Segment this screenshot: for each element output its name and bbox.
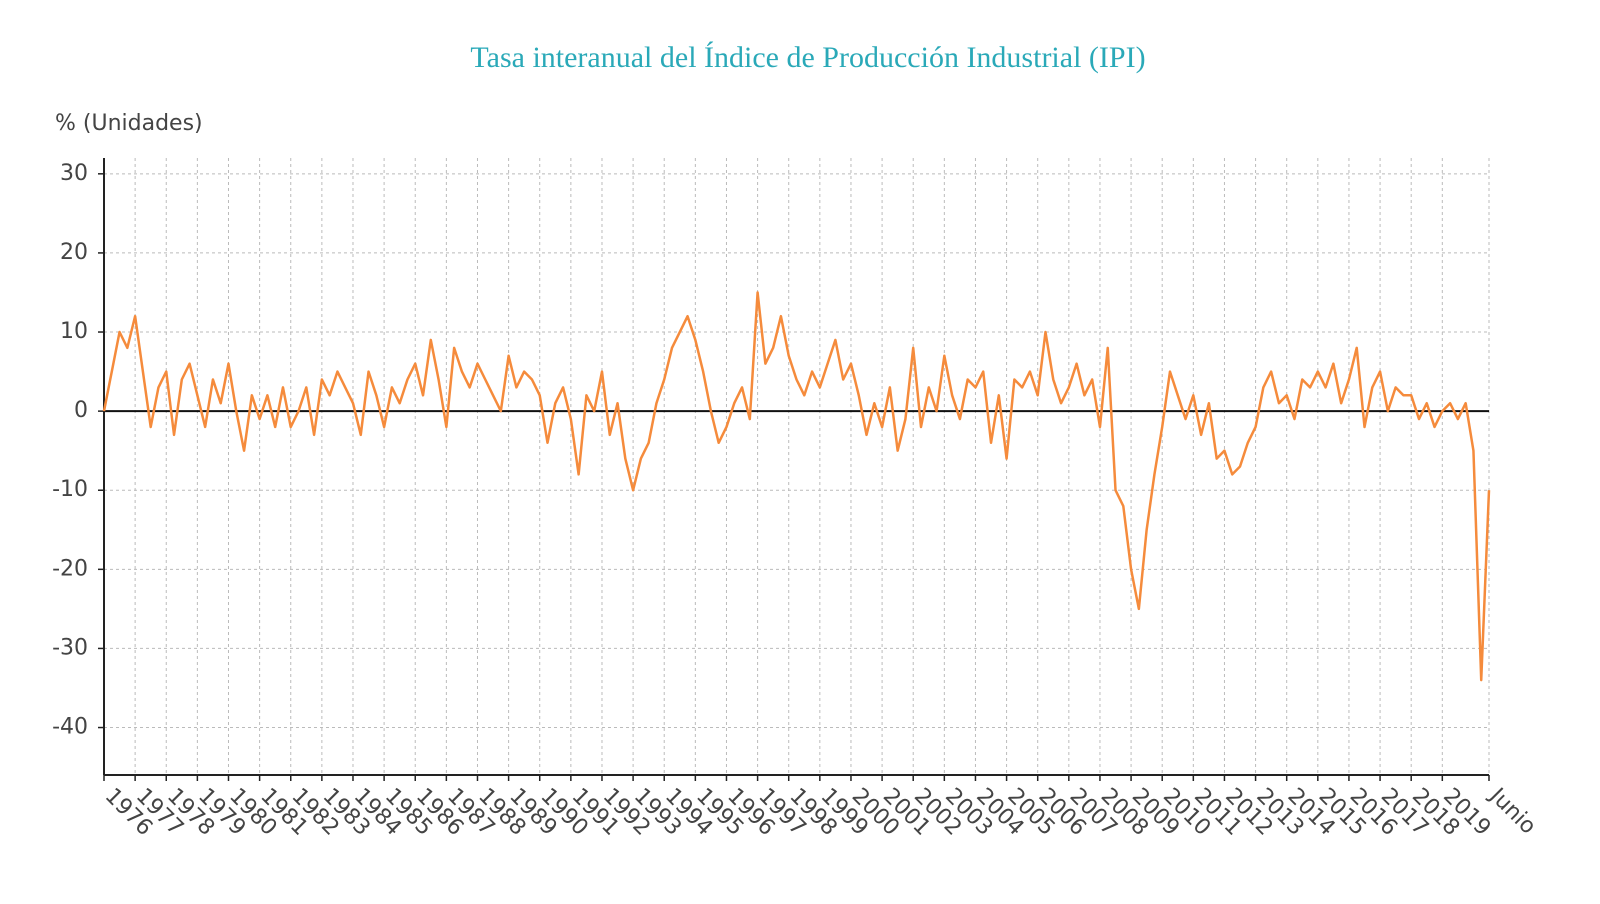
y-axis-label: % (Unidades) [55,111,203,136]
y-tick-label: -10 [52,477,88,502]
y-tick-label: -20 [52,556,88,581]
y-tick-label: 30 [60,161,88,186]
data-line [102,291,1491,682]
y-tick-label: 20 [60,240,88,265]
y-tick-label: -40 [52,715,88,740]
y-tick-label: -30 [52,635,88,660]
y-tick-label: 0 [74,398,88,423]
y-tick-label: 10 [60,319,88,344]
chart-title: Tasa interanual del Índice de Producción… [470,41,1145,74]
x-tick-label: Junio [1483,782,1540,839]
